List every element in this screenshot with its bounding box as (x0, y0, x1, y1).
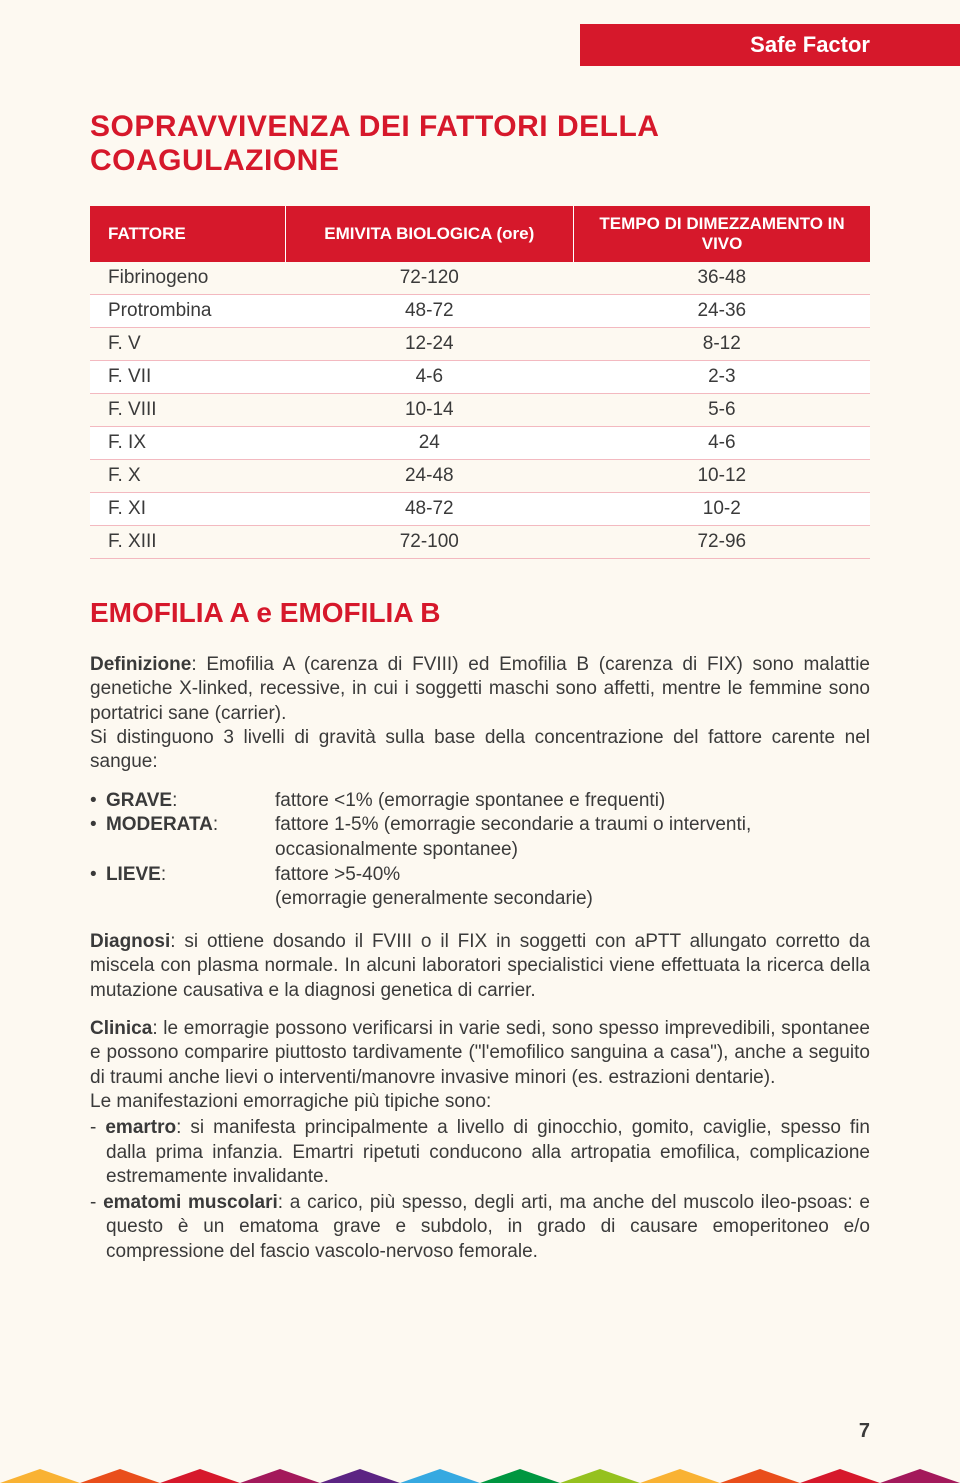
definition-paragraph: Definizione: Emofilia A (carenza di FVII… (90, 653, 870, 775)
table-row: Fibrinogeno72-12036-48 (90, 262, 870, 295)
footer-stripe (0, 1469, 960, 1483)
table-row: F. VII4-62-3 (90, 361, 870, 394)
definition-text2: Si distinguono 3 livelli di gravità sull… (90, 727, 870, 772)
page-title: SOPRAVVIVENZA DEI FATTORI DELLA COAGULAZ… (90, 110, 870, 178)
table-cell: 12-24 (285, 328, 574, 361)
table-row: F. VIII10-145-6 (90, 394, 870, 427)
table-cell: 10-2 (574, 493, 870, 526)
table-cell: F. X (90, 460, 285, 493)
header-label: Safe Factor (750, 32, 870, 58)
table-cell: F. V (90, 328, 285, 361)
table-cell: 10-12 (574, 460, 870, 493)
severity-row: • GRAVE:fattore <1% (emorragie spontanee… (90, 789, 870, 814)
table-cell: 5-6 (574, 394, 870, 427)
severity-desc: fattore >5-40%(emorragie generalmente se… (275, 863, 870, 912)
col-header: TEMPO DI DIMEZZAMENTO IN VIVO (574, 206, 870, 262)
table-cell: F. XI (90, 493, 285, 526)
table-cell: 72-96 (574, 526, 870, 559)
diagnosis-text: : si ottiene dosando il FVIII o il FIX i… (90, 931, 870, 1001)
table-row: Protrombina48-7224-36 (90, 295, 870, 328)
severity-row: • LIEVE:fattore >5-40%(emorragie general… (90, 863, 870, 912)
table-cell: 24-36 (574, 295, 870, 328)
table-header-row: FATTORE EMIVITA BIOLOGICA (ore) TEMPO DI… (90, 206, 870, 262)
severity-row: • MODERATA:fattore 1-5% (emorragie secon… (90, 813, 870, 862)
page-number: 7 (859, 1420, 870, 1443)
section-title: EMOFILIA A e EMOFILIA B (90, 597, 870, 629)
manifestation-item: - emartro: si manifesta principalmente a… (90, 1116, 870, 1189)
manifestation-list: - emartro: si manifesta principalmente a… (90, 1116, 870, 1264)
table-row: F. XIII72-10072-96 (90, 526, 870, 559)
table-cell: 4-6 (574, 427, 870, 460)
clinic-text: : le emorragie possono verificarsi in va… (90, 1018, 870, 1088)
table-cell: 10-14 (285, 394, 574, 427)
table-cell: 48-72 (285, 493, 574, 526)
table-cell: F. IX (90, 427, 285, 460)
table-row: F. XI48-7210-2 (90, 493, 870, 526)
table-cell: 48-72 (285, 295, 574, 328)
severity-label: • MODERATA: (90, 813, 275, 862)
table-cell: 24-48 (285, 460, 574, 493)
table-cell: 4-6 (285, 361, 574, 394)
severity-label: • GRAVE: (90, 789, 275, 814)
table-cell: F. XIII (90, 526, 285, 559)
table-cell: F. VIII (90, 394, 285, 427)
manifestation-item: - ematomi muscolari: a carico, più spess… (90, 1191, 870, 1264)
col-header: EMIVITA BIOLOGICA (ore) (285, 206, 574, 262)
table-row: F. IX244-6 (90, 427, 870, 460)
col-header: FATTORE (90, 206, 285, 262)
clinic-paragraph: Clinica: le emorragie possono verificars… (90, 1017, 870, 1114)
table-cell: 8-12 (574, 328, 870, 361)
table-cell: F. VII (90, 361, 285, 394)
table-cell: 72-120 (285, 262, 574, 295)
table-cell: 2-3 (574, 361, 870, 394)
page-content: SOPRAVVIVENZA DEI FATTORI DELLA COAGULAZ… (0, 0, 960, 1264)
definition-label: Definizione (90, 654, 191, 675)
factor-table: FATTORE EMIVITA BIOLOGICA (ore) TEMPO DI… (90, 206, 870, 559)
header-bar: Safe Factor (580, 24, 960, 66)
table-cell: Protrombina (90, 295, 285, 328)
severity-list: • GRAVE:fattore <1% (emorragie spontanee… (90, 789, 870, 912)
table-row: F. X24-4810-12 (90, 460, 870, 493)
table-cell: Fibrinogeno (90, 262, 285, 295)
diagnosis-label: Diagnosi (90, 931, 170, 952)
diagnosis-paragraph: Diagnosi: si ottiene dosando il FVIII o … (90, 930, 870, 1003)
clinic-text2: Le manifestazioni emorragiche più tipich… (90, 1091, 491, 1112)
table-cell: 72-100 (285, 526, 574, 559)
severity-desc: fattore <1% (emorragie spontanee e frequ… (275, 789, 870, 814)
table-cell: 24 (285, 427, 574, 460)
table-row: F. V12-248-12 (90, 328, 870, 361)
severity-desc: fattore 1-5% (emorragie secondarie a tra… (275, 813, 870, 862)
clinic-label: Clinica (90, 1018, 152, 1039)
severity-label: • LIEVE: (90, 863, 275, 912)
definition-text: : Emofilia A (carenza di FVIII) ed Emofi… (90, 654, 870, 724)
table-cell: 36-48 (574, 262, 870, 295)
